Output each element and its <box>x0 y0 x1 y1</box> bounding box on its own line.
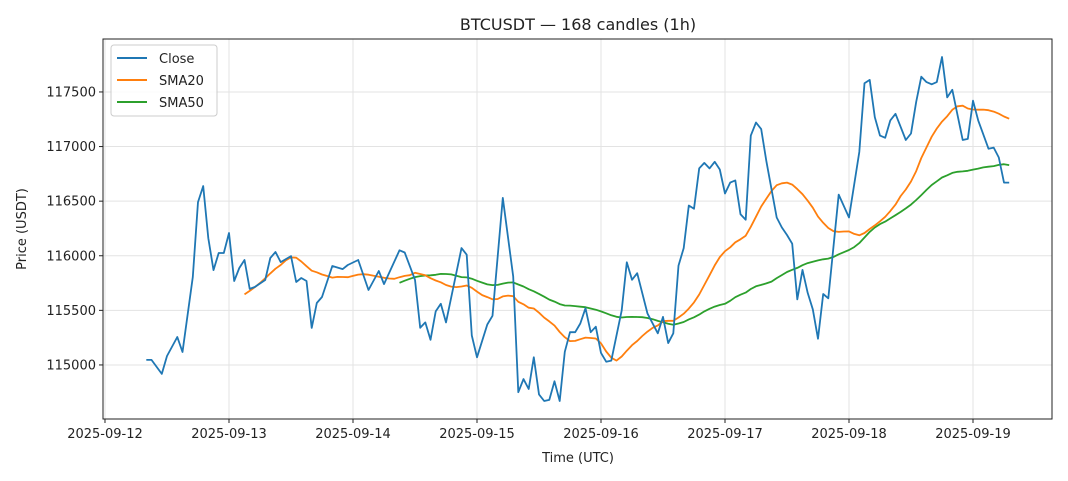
x-tick-label: 2025-09-19 <box>935 427 1011 442</box>
series-line-sma50 <box>399 163 1010 326</box>
x-axis-label: Time (UTC) <box>541 451 614 466</box>
y-tick-label: 115000 <box>46 358 96 373</box>
series-lines <box>146 56 1010 402</box>
series-line-close <box>146 56 1010 402</box>
chart-title: BTCUSDT — 168 candles (1h) <box>460 15 696 34</box>
series-line-sma20 <box>243 104 1010 362</box>
legend-label-sma50: SMA50 <box>159 96 204 111</box>
y-axis: 115000 115500 116000 116500 117000 117500 <box>46 85 103 373</box>
y-tick-label: 116000 <box>46 249 96 264</box>
plot-frame <box>102 38 1053 420</box>
grid <box>103 39 1052 419</box>
legend-box <box>110 44 218 117</box>
x-tick-label: 2025-09-12 <box>67 427 143 442</box>
x-tick-label: 2025-09-14 <box>315 427 391 442</box>
legend-label-sma20: SMA20 <box>159 74 204 89</box>
y-tick-label: 115500 <box>46 304 96 319</box>
x-tick-label: 2025-09-15 <box>439 427 515 442</box>
y-tick-label: 116500 <box>46 195 96 210</box>
legend: Close SMA20 SMA50 <box>110 44 218 117</box>
y-tick-label: 117000 <box>46 140 96 155</box>
x-tick-label: 2025-09-13 <box>191 427 267 442</box>
x-tick-label: 2025-09-17 <box>687 427 763 442</box>
x-tick-label: 2025-09-18 <box>811 427 887 442</box>
x-tick-label: 2025-09-16 <box>563 427 639 442</box>
x-axis: 2025-09-12 2025-09-13 2025-09-14 2025-09-15… <box>67 419 1011 442</box>
y-tick-label: 117500 <box>46 85 96 100</box>
y-axis-label: Price (USDT) <box>15 188 30 270</box>
legend-label-close: Close <box>159 52 194 67</box>
